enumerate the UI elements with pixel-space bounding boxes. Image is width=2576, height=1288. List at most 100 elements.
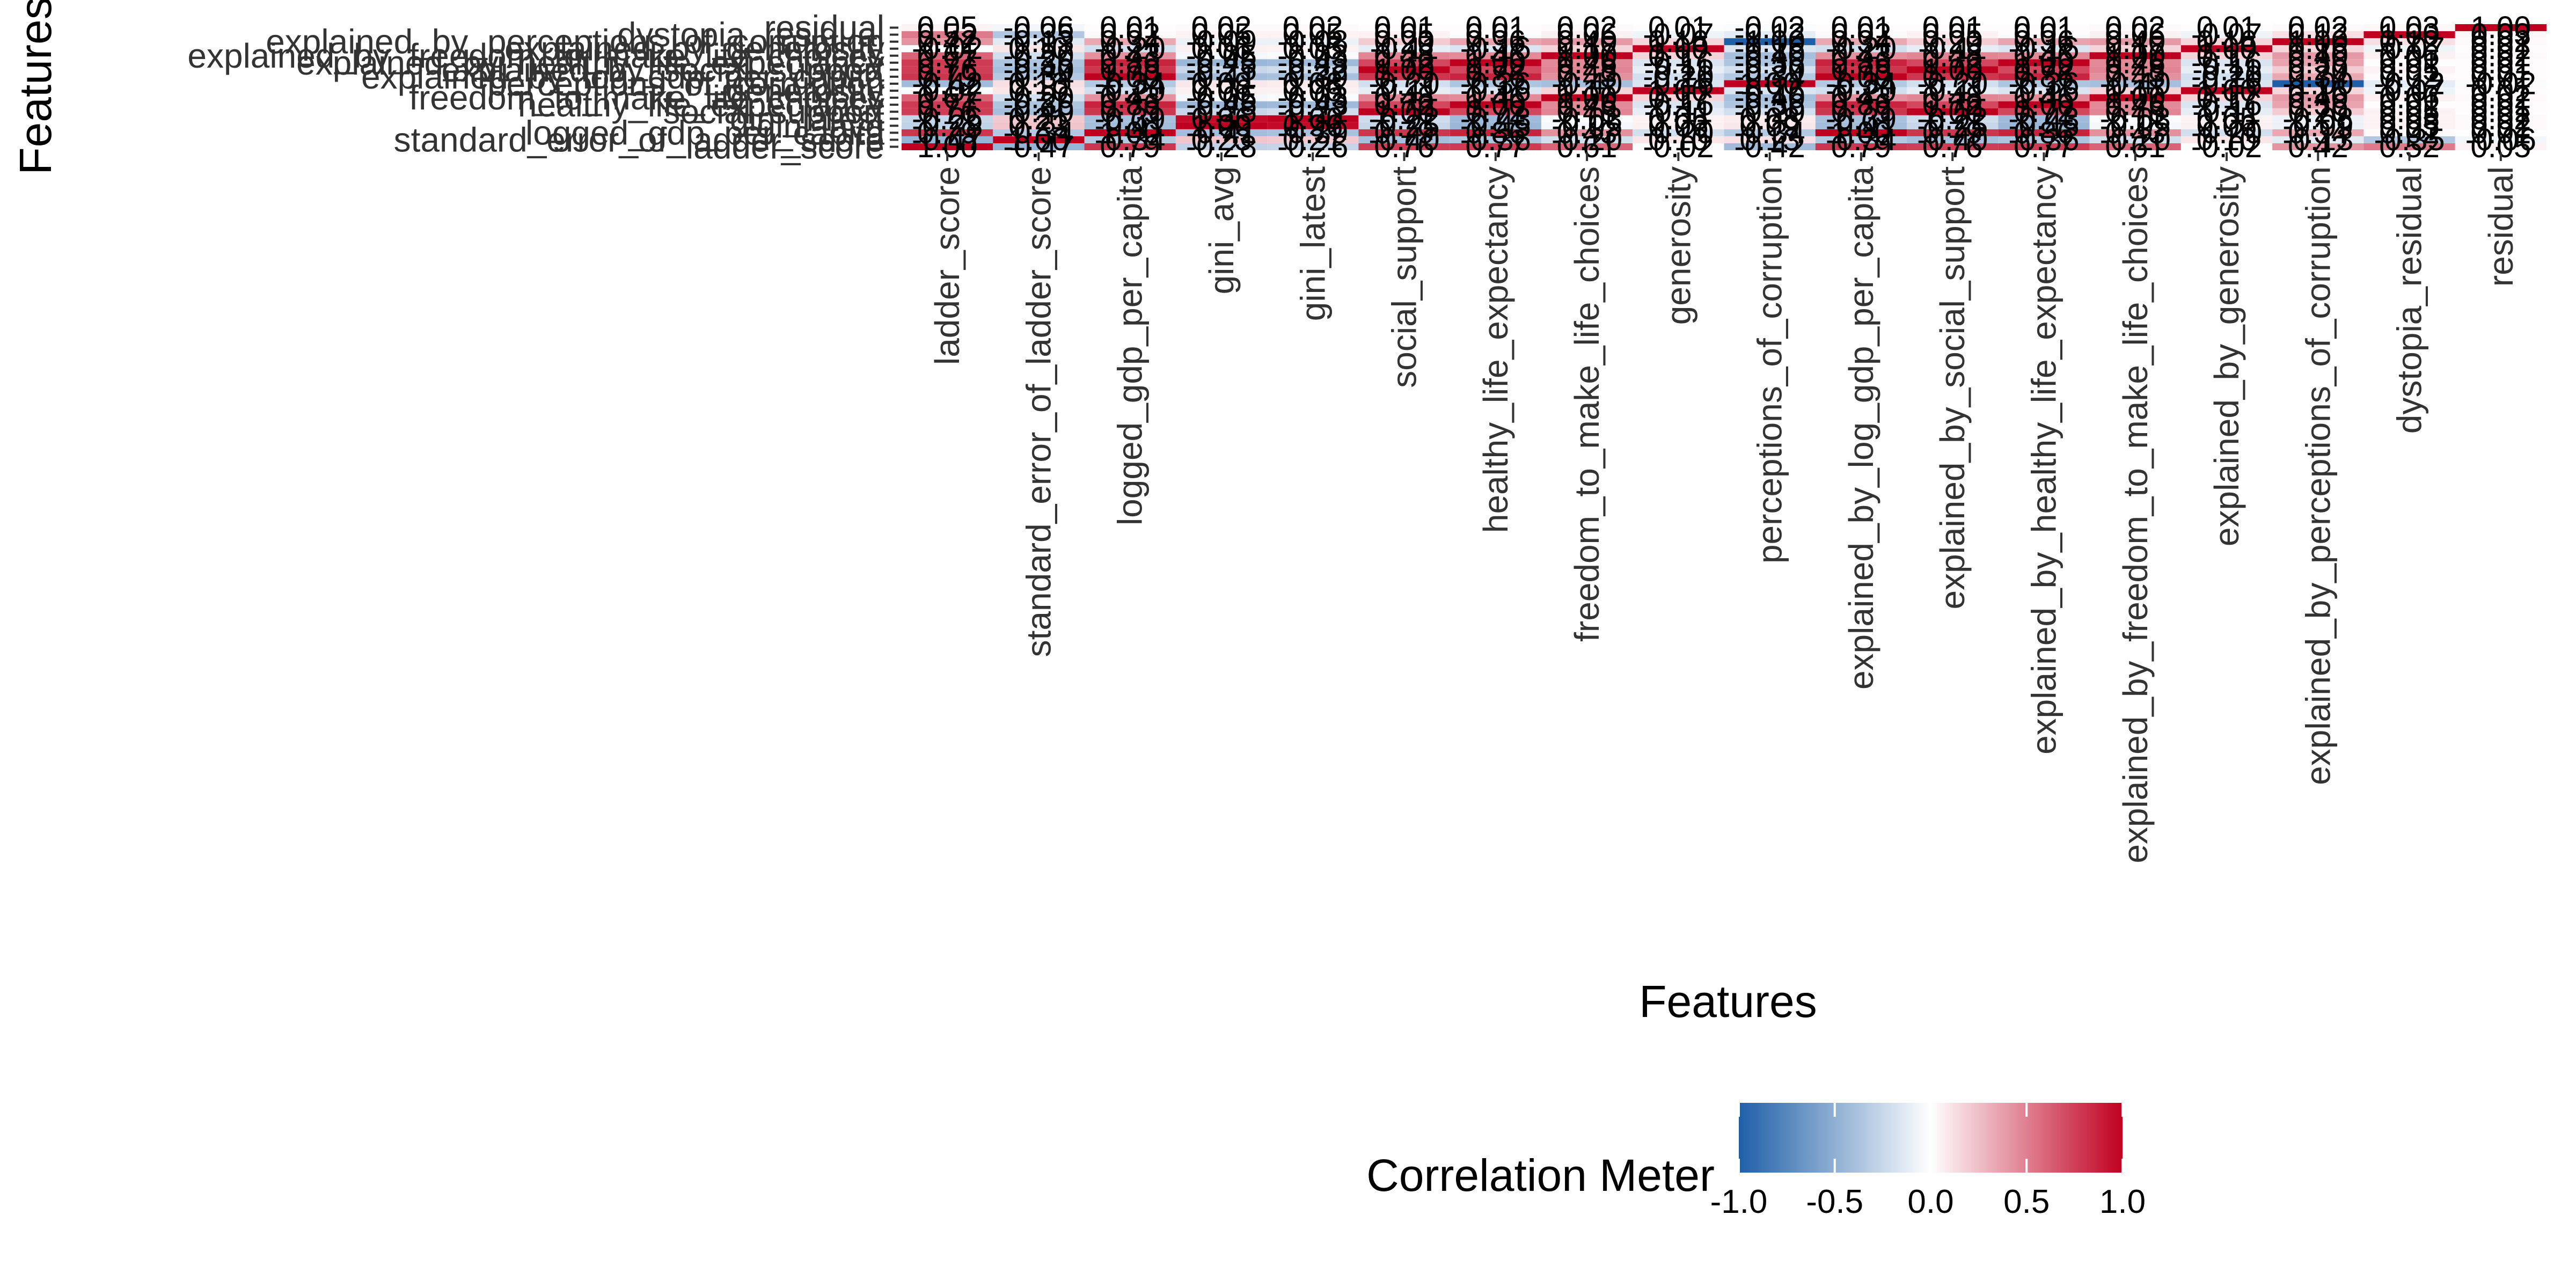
- heatmap-cell: [2455, 94, 2546, 101]
- heatmap-cell: [902, 80, 993, 87]
- legend-tick-label: 0.0: [1907, 1183, 1953, 1220]
- cell-value-label: 0.02: [2470, 38, 2531, 73]
- heatmap-cell: [2455, 80, 2546, 87]
- cell-value-label: 0.17: [1648, 38, 1709, 73]
- x-tick-label: explained_by_perceptions_of_corruption: [2299, 166, 2337, 785]
- heatmap-cell: [1175, 59, 1268, 67]
- cell-value-label: -0.02: [2465, 66, 2536, 101]
- cell-value-label: -0.36: [2008, 122, 2079, 157]
- cell-value-label: 1.00: [1648, 74, 1709, 108]
- heatmap-cell: [1267, 45, 1359, 53]
- heatmap-cell: [2272, 122, 2364, 129]
- cell-value-label: 0.06: [1191, 31, 1252, 66]
- heatmap-cell: [1358, 52, 1450, 60]
- cell-value-label: -0.03: [1277, 80, 1348, 115]
- heatmap-cell: [1084, 115, 1176, 122]
- heatmap-cell: [902, 122, 993, 129]
- cell-value-label: 0.02: [2470, 80, 2531, 115]
- cell-value-label: -0.13: [1003, 24, 1074, 59]
- cell-value-label: 0.79: [1374, 115, 1435, 150]
- cell-value-label: 0.10: [1008, 31, 1069, 66]
- heatmap-cell: [1633, 143, 1724, 150]
- heatmap-cell: [1541, 73, 1633, 80]
- heatmap-cell: [1541, 129, 1633, 136]
- cell-value-label: 0.02: [2379, 59, 2440, 94]
- y-tick-label: perceptions_of_corruption: [487, 64, 884, 103]
- heatmap-cell: [1541, 108, 1633, 115]
- cell-value-label: -0.40: [1735, 80, 1805, 115]
- heatmap-cell: [2089, 115, 2181, 122]
- cell-value-label: -0.11: [1918, 31, 1987, 66]
- cell-value-label: -0.16: [1735, 74, 1805, 108]
- cell-value-label: -0.11: [1370, 31, 1439, 66]
- cell-value-label: 0.05: [1283, 17, 1343, 52]
- heatmap-cell: [1084, 108, 1176, 115]
- heatmap-cell: [1907, 80, 1999, 87]
- cell-value-label: -0.12: [1735, 17, 1805, 52]
- cell-value-label: 0.16: [2197, 24, 2257, 59]
- heatmap-cell: [2180, 143, 2273, 150]
- cell-value-label: 0.05: [1922, 17, 1983, 52]
- cell-value-label: 0.02: [2470, 108, 2531, 143]
- y-tick-label: explained_by_generosity: [504, 30, 884, 68]
- heatmap-cell: [1724, 80, 1816, 87]
- cell-value-label: -0.43: [2008, 101, 2079, 136]
- cell-value-label: 0.21: [1008, 101, 1069, 136]
- cell-value-label: -0.41: [1826, 108, 1897, 143]
- cell-value-label: 0.52: [917, 17, 978, 52]
- heatmap-cell: [993, 129, 1085, 136]
- cell-value-label: -0.13: [2282, 122, 2353, 157]
- cell-value-label: 0.05: [1191, 17, 1252, 52]
- heatmap-cell: [2455, 24, 2546, 32]
- heatmap-cell: [2363, 31, 2455, 39]
- heatmap-cell: [2272, 101, 2364, 108]
- cell-value-label: -0.20: [1552, 122, 1622, 157]
- cell-value-label: 0.02: [1557, 10, 1618, 45]
- heatmap-cell: [1815, 38, 1907, 46]
- cell-value-label: 1.00: [2014, 87, 2074, 122]
- heatmap-cell: [993, 38, 1085, 46]
- heatmap-cell: [1724, 73, 1816, 80]
- cell-value-label: 0.06: [2197, 108, 2257, 143]
- cell-value-label: 0.36: [2014, 24, 2074, 59]
- cell-value-label: 0.01: [2470, 94, 2531, 129]
- heatmap-cell: [993, 108, 1085, 115]
- heatmap-cell: [1358, 122, 1450, 129]
- heatmap-cell: [1358, 94, 1450, 101]
- heatmap-cell: [1724, 143, 1816, 150]
- heatmap-cell: [2455, 129, 2546, 136]
- heatmap-cell: [1084, 38, 1176, 46]
- heatmap-cell: [1267, 73, 1359, 80]
- heatmap-cell: [2180, 45, 2273, 53]
- heatmap-cell: [1724, 108, 1816, 115]
- cell-value-label: -0.16: [2191, 45, 2262, 80]
- heatmap-cell: [1541, 122, 1633, 129]
- heatmap-cell: [1267, 136, 1359, 143]
- heatmap-cell: [2363, 59, 2455, 67]
- cell-value-label: 0.79: [1374, 59, 1435, 94]
- cell-value-label: -0.43: [1277, 87, 1348, 122]
- cell-value-label: -0.42: [912, 66, 983, 101]
- y-tick-label: explained_by_log_gdp_per_capita: [361, 57, 884, 96]
- cell-value-label: 0.01: [2470, 59, 2531, 94]
- heatmap-cell: [1175, 38, 1268, 46]
- heatmap-cell: [1450, 101, 1541, 108]
- cell-value-label: 0.05: [1283, 74, 1343, 108]
- heatmap-cell: [1541, 101, 1633, 108]
- heatmap-cell: [2363, 87, 2455, 94]
- cell-value-label: -0.45: [1186, 45, 1257, 80]
- heatmap-cell: [2363, 80, 2455, 87]
- cell-value-label: 0.46: [2014, 38, 2074, 73]
- cell-value-label: 0.48: [1374, 80, 1435, 115]
- cell-value-label: 0.79: [1831, 52, 1891, 87]
- y-tick-label: freedom_to_make_life_choices: [409, 78, 884, 117]
- y-axis-title: Features: [10, 0, 61, 175]
- x-axis-tick-labels: ladder_score standard_error_of_ladder_sco…: [928, 152, 2520, 863]
- heatmap-cell: [1633, 80, 1724, 87]
- heatmap-cell: [1724, 122, 1816, 129]
- cell-value-label: 0.05: [1283, 31, 1343, 66]
- cell-value-label: 0.48: [1374, 38, 1435, 73]
- cell-value-label: -0.35: [2374, 122, 2445, 157]
- heatmap-cell: [1724, 66, 1816, 74]
- heatmap-cell: [2363, 122, 2455, 129]
